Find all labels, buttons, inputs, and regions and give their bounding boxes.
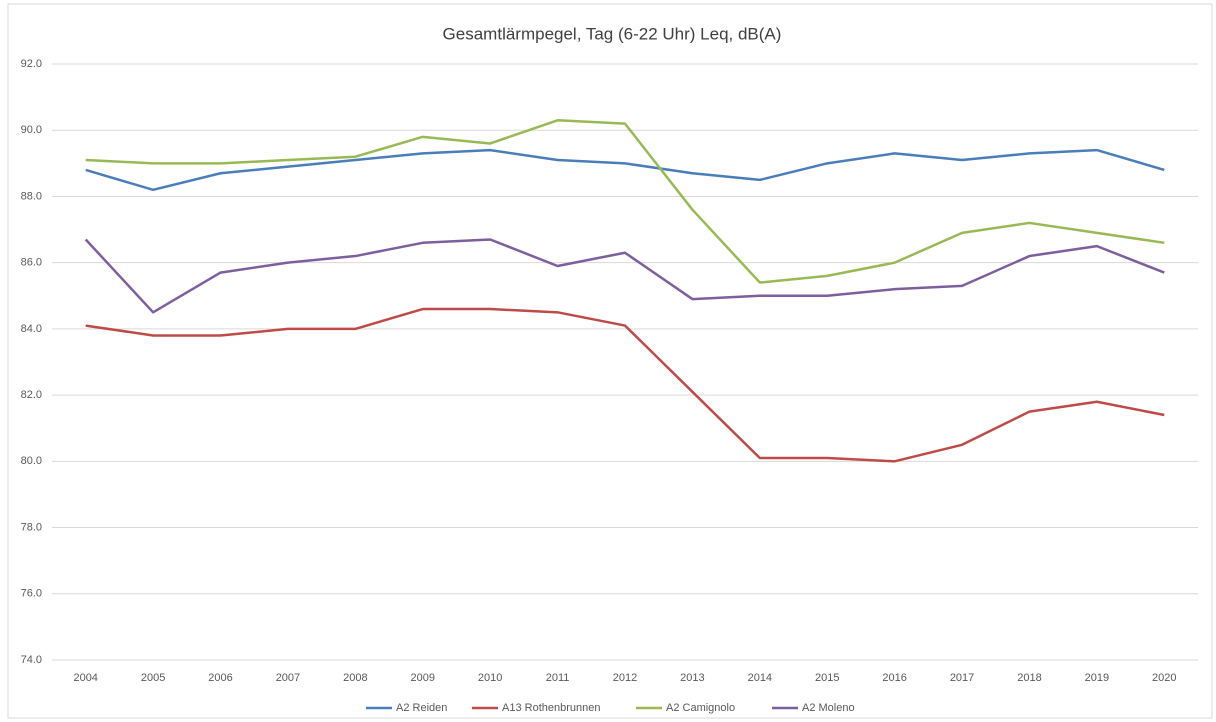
x-tick-label: 2007 bbox=[276, 672, 300, 684]
series-line bbox=[84, 238, 1165, 314]
y-tick-label: 74.0 bbox=[21, 654, 42, 666]
y-tick-label: 90.0 bbox=[21, 124, 42, 136]
x-tick-label: 2004 bbox=[73, 672, 97, 684]
x-tick-label: 2014 bbox=[748, 672, 772, 684]
x-tick-label: 2012 bbox=[613, 672, 637, 684]
x-tick-label: 2009 bbox=[411, 672, 435, 684]
x-tick-label: 2019 bbox=[1085, 672, 1109, 684]
y-tick-label: 86.0 bbox=[21, 257, 42, 269]
x-tick-label: 2013 bbox=[680, 672, 704, 684]
y-tick-label: 82.0 bbox=[21, 389, 42, 401]
y-tick-label: 76.0 bbox=[21, 588, 42, 600]
x-tick-label: 2020 bbox=[1152, 672, 1176, 684]
series-line bbox=[85, 307, 1165, 463]
x-tick-label: 2006 bbox=[208, 672, 232, 684]
legend-label: A13 Rothenbrunnen bbox=[502, 702, 600, 714]
y-tick-label: 80.0 bbox=[21, 455, 42, 467]
chart-frame bbox=[7, 3, 1213, 719]
x-tick-label: 2015 bbox=[815, 672, 839, 684]
series-line bbox=[85, 148, 1165, 192]
series-line bbox=[85, 119, 1165, 284]
y-tick-label: 92.0 bbox=[21, 58, 42, 70]
legend-label: A2 Reiden bbox=[396, 702, 447, 714]
legend-label: A2 Moleno bbox=[802, 702, 855, 714]
x-tick-label: 2005 bbox=[141, 672, 165, 684]
chart-title: Gesamtlärmpegel, Tag (6-22 Uhr) Leq, dB(… bbox=[443, 24, 782, 43]
x-tick-label: 2018 bbox=[1017, 672, 1041, 684]
x-tick-label: 2016 bbox=[882, 672, 906, 684]
y-tick-label: 78.0 bbox=[21, 521, 42, 533]
y-tick-label: 84.0 bbox=[21, 323, 42, 335]
y-tick-label: 88.0 bbox=[21, 190, 42, 202]
x-tick-label: 2011 bbox=[546, 672, 570, 684]
x-tick-label: 2017 bbox=[950, 672, 974, 684]
x-tick-label: 2008 bbox=[343, 672, 367, 684]
legend-label: A2 Camignolo bbox=[666, 702, 735, 714]
x-tick-label: 2010 bbox=[478, 672, 502, 684]
